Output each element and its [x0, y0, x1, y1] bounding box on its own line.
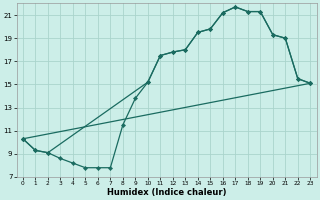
X-axis label: Humidex (Indice chaleur): Humidex (Indice chaleur) [107, 188, 226, 197]
